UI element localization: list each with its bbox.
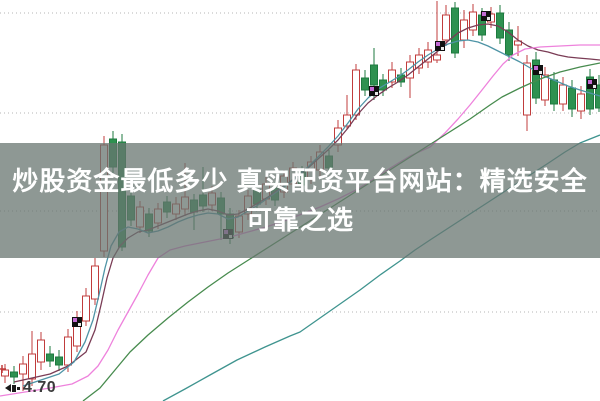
candle-up	[19, 363, 27, 375]
candle-up	[352, 69, 360, 116]
candle-down	[10, 371, 18, 378]
candle-down	[55, 356, 63, 366]
candle-up	[388, 69, 396, 83]
signal-marker-dot	[73, 318, 77, 322]
candle-up	[577, 93, 585, 112]
candle-up	[469, 11, 477, 31]
overlay-title-line1: 炒股资金最低多少 真实配资平台网站：精选安全	[12, 165, 588, 196]
candle-up	[523, 62, 531, 116]
signal-marker-dot	[539, 71, 542, 74]
signal-marker-dot	[588, 80, 592, 84]
candle-down	[451, 7, 459, 54]
candle-down	[505, 29, 513, 56]
candle-down	[361, 77, 369, 91]
candle-down	[370, 64, 378, 86]
overlay-title-line2: 可靠之选	[245, 204, 354, 235]
price-low-label: 4.70	[5, 379, 56, 397]
candle-up	[559, 84, 567, 105]
candle-up	[37, 339, 45, 363]
candle-down	[550, 79, 558, 105]
candle-down	[46, 353, 54, 362]
signal-marker-dot	[370, 87, 374, 91]
candle-up	[541, 74, 549, 101]
signal-marker-dot	[487, 17, 490, 20]
signal-marker-dot	[593, 85, 596, 88]
candle-up	[433, 54, 441, 61]
candle-up	[28, 353, 36, 380]
signal-marker-dot	[78, 323, 81, 326]
candle-down	[379, 79, 387, 91]
candle-up	[64, 336, 72, 366]
title-overlay-banner: 炒股资金最低多少 真实配资平台网站：精选安全 可靠之选	[0, 143, 600, 258]
signal-marker-dot	[375, 92, 378, 95]
candle-up	[442, 14, 450, 41]
signal-marker-dot	[534, 66, 538, 70]
candle-up	[514, 40, 522, 46]
candle-up	[91, 265, 99, 300]
price-low-value: 4.70	[23, 379, 57, 396]
candle-up	[82, 295, 90, 322]
signal-marker-dot	[441, 47, 444, 50]
candle-down	[568, 87, 576, 110]
signal-marker-dot	[482, 12, 486, 16]
candle-down	[595, 84, 600, 109]
price-marker-icon	[5, 383, 20, 392]
signal-marker-dot	[436, 42, 440, 46]
